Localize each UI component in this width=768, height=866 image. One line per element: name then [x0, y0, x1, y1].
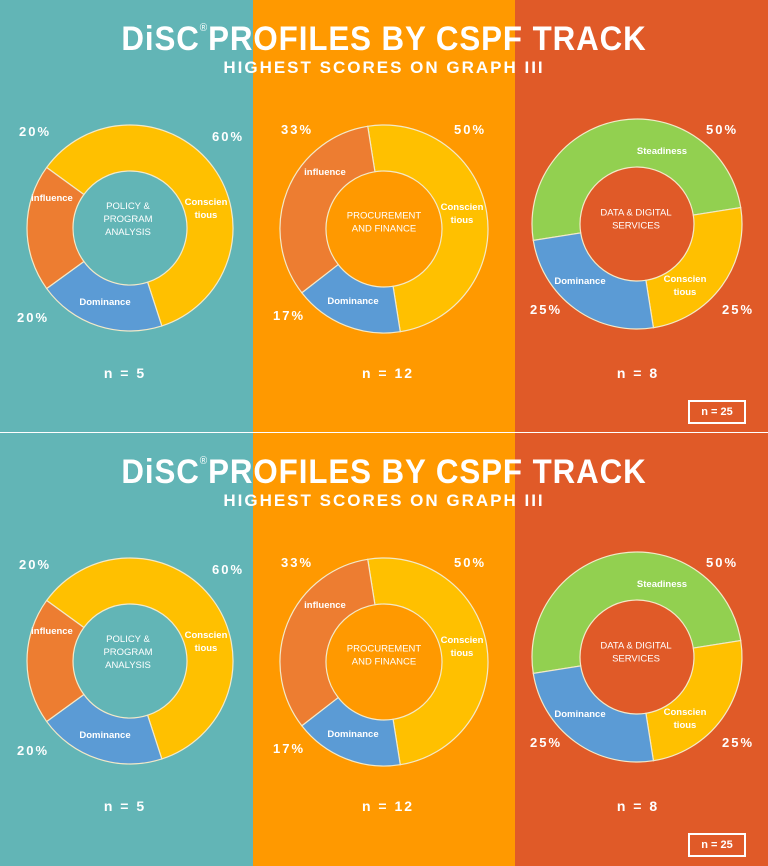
- slice-percent-label: 17%: [273, 308, 305, 323]
- infographic-section: DiSC®PROFILES BY CSPF TRACK HIGHEST SCORE…: [0, 433, 768, 866]
- donut-slice-conscientious: [367, 124, 489, 333]
- slice-name-label: Conscien tious: [441, 635, 484, 659]
- donut-center-title: PROCUREMENT AND FINANCE: [347, 211, 422, 235]
- donut-slice-conscientious: [645, 206, 743, 329]
- slice-name-label: Steadiness: [637, 579, 687, 590]
- slice-name-label: Dominance: [327, 296, 378, 307]
- donut-slice-conscientious: [45, 557, 234, 760]
- slice-percent-label: 50%: [454, 555, 486, 570]
- sample-size-label: n = 8: [617, 365, 659, 381]
- slice-percent-label: 60%: [212, 129, 244, 144]
- sample-size-label: n = 12: [362, 798, 414, 814]
- donut-slice-conscientious: [367, 557, 489, 766]
- slice-percent-label: 20%: [19, 124, 51, 139]
- title-disc: DiSC: [121, 453, 200, 491]
- donut-slice-influence: [26, 599, 85, 723]
- sample-size-label: n = 5: [104, 798, 146, 814]
- slice-percent-label: 50%: [706, 555, 738, 570]
- slice-name-label: Conscien tious: [185, 630, 228, 654]
- sample-size-label: n = 8: [617, 798, 659, 814]
- donut-center-title: DATA & DIGITAL SERVICES: [600, 641, 671, 665]
- slice-name-label: Dominance: [554, 709, 605, 720]
- sample-size-label: n = 5: [104, 365, 146, 381]
- donut-chart: Conscien tious 60% Dominance 20% influence 20%…: [17, 557, 244, 814]
- slice-percent-label: 25%: [722, 735, 754, 750]
- slice-percent-label: 25%: [722, 302, 754, 317]
- donut-charts: Conscien tious 60% Dominance 20% influence 20%…: [17, 551, 754, 814]
- donut-charts: Conscien tious 60% Dominance 20% influence 20%…: [17, 118, 754, 381]
- slice-name-label: Dominance: [554, 276, 605, 287]
- donut-center-title: POLICY & PROGRAM ANALYSIS: [103, 201, 152, 238]
- total-sample-size-box: n = 25: [688, 833, 746, 857]
- infographic-section: DiSC®PROFILES BY CSPF TRACK HIGHEST SCORE…: [0, 0, 768, 432]
- slice-name-label: influence: [304, 600, 346, 611]
- slice-percent-label: 33%: [281, 122, 313, 137]
- donut-slice-steadiness: [531, 551, 742, 675]
- donut-slice-dominance: [532, 665, 655, 763]
- slice-percent-label: 25%: [530, 735, 562, 750]
- donut-chart: Steadiness 50% Conscien tious 25% Dominance 25…: [530, 551, 754, 814]
- slice-name-label: influence: [31, 626, 73, 637]
- slice-name-label: Dominance: [79, 297, 130, 308]
- title-disc: DiSC: [121, 20, 200, 58]
- page-title: DiSC®PROFILES BY CSPF TRACK: [31, 20, 738, 59]
- donut-center-title: POLICY & PROGRAM ANALYSIS: [103, 634, 152, 671]
- donut-chart: Steadiness 50% Conscien tious 25% Dominance 25…: [530, 118, 754, 381]
- slice-percent-label: 25%: [530, 302, 562, 317]
- slice-percent-label: 20%: [17, 310, 49, 325]
- registered-mark: ®: [199, 455, 209, 467]
- donut-chart: Conscien tious 50% Dominance 17% influence 33%…: [273, 122, 489, 381]
- donut-slice-influence: [26, 166, 85, 290]
- page-subtitle: HIGHEST SCORES ON GRAPH III: [223, 491, 545, 510]
- slice-percent-label: 33%: [281, 555, 313, 570]
- donut-chart: Conscien tious 60% Dominance 20% influence 20%…: [17, 124, 244, 381]
- slice-name-label: influence: [304, 167, 346, 178]
- slice-percent-label: 50%: [706, 122, 738, 137]
- slice-name-label: Dominance: [327, 729, 378, 740]
- slice-name-label: Conscien tious: [664, 707, 707, 731]
- slice-name-label: Conscien tious: [185, 197, 228, 221]
- donut-slice-conscientious: [45, 124, 234, 327]
- donut-slice-dominance: [532, 232, 655, 330]
- slice-name-label: influence: [31, 193, 73, 204]
- donut-center-title: DATA & DIGITAL SERVICES: [600, 208, 671, 232]
- donut-slice-influence: [279, 125, 376, 294]
- title-rest: PROFILES BY CSPF TRACK: [208, 20, 647, 58]
- total-sample-size-box: n = 25: [688, 400, 746, 424]
- donut-center-title: PROCUREMENT AND FINANCE: [347, 644, 422, 668]
- title-rest: PROFILES BY CSPF TRACK: [208, 453, 647, 491]
- donut-slice-conscientious: [645, 639, 743, 762]
- sample-size-label: n = 12: [362, 365, 414, 381]
- slice-percent-label: 17%: [273, 741, 305, 756]
- slice-percent-label: 60%: [212, 562, 244, 577]
- page-title: DiSC®PROFILES BY CSPF TRACK: [31, 453, 738, 492]
- slice-percent-label: 20%: [19, 557, 51, 572]
- donut-slice-influence: [279, 558, 376, 727]
- slice-name-label: Dominance: [79, 730, 130, 741]
- slice-name-label: Steadiness: [637, 146, 687, 157]
- registered-mark: ®: [199, 22, 209, 34]
- slice-percent-label: 20%: [17, 743, 49, 758]
- slice-name-label: Conscien tious: [664, 274, 707, 298]
- donut-slice-steadiness: [531, 118, 742, 242]
- slice-name-label: Conscien tious: [441, 202, 484, 226]
- page-subtitle: HIGHEST SCORES ON GRAPH III: [223, 58, 545, 77]
- slice-percent-label: 50%: [454, 122, 486, 137]
- donut-chart: Conscien tious 50% Dominance 17% influence 33%…: [273, 555, 489, 814]
